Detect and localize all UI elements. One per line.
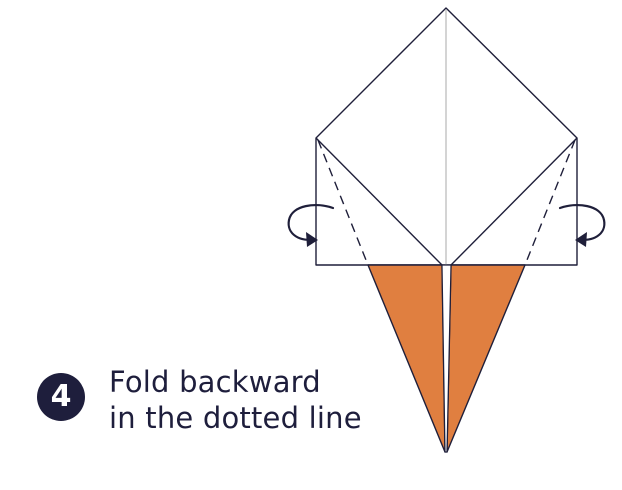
step-number-badge: 4	[37, 373, 85, 421]
left-dotted-fold-line	[317, 139, 369, 266]
left-fold-edge	[315, 137, 443, 266]
step-number: 4	[50, 379, 72, 414]
instruction-line-2: in the dotted line	[109, 401, 362, 435]
left-orange-flap	[367, 264, 446, 453]
center-white-strip	[441, 264, 452, 453]
instruction-line-1: Fold backward	[109, 365, 321, 399]
right-orange-flap	[446, 264, 526, 453]
step-instruction: Fold backward in the dotted line	[109, 364, 362, 436]
right-fold-edge	[450, 137, 578, 266]
fold-backward-arrow-icon	[558, 204, 606, 247]
fold-backward-arrow-icon	[287, 204, 335, 247]
right-dotted-fold-line	[524, 139, 576, 266]
